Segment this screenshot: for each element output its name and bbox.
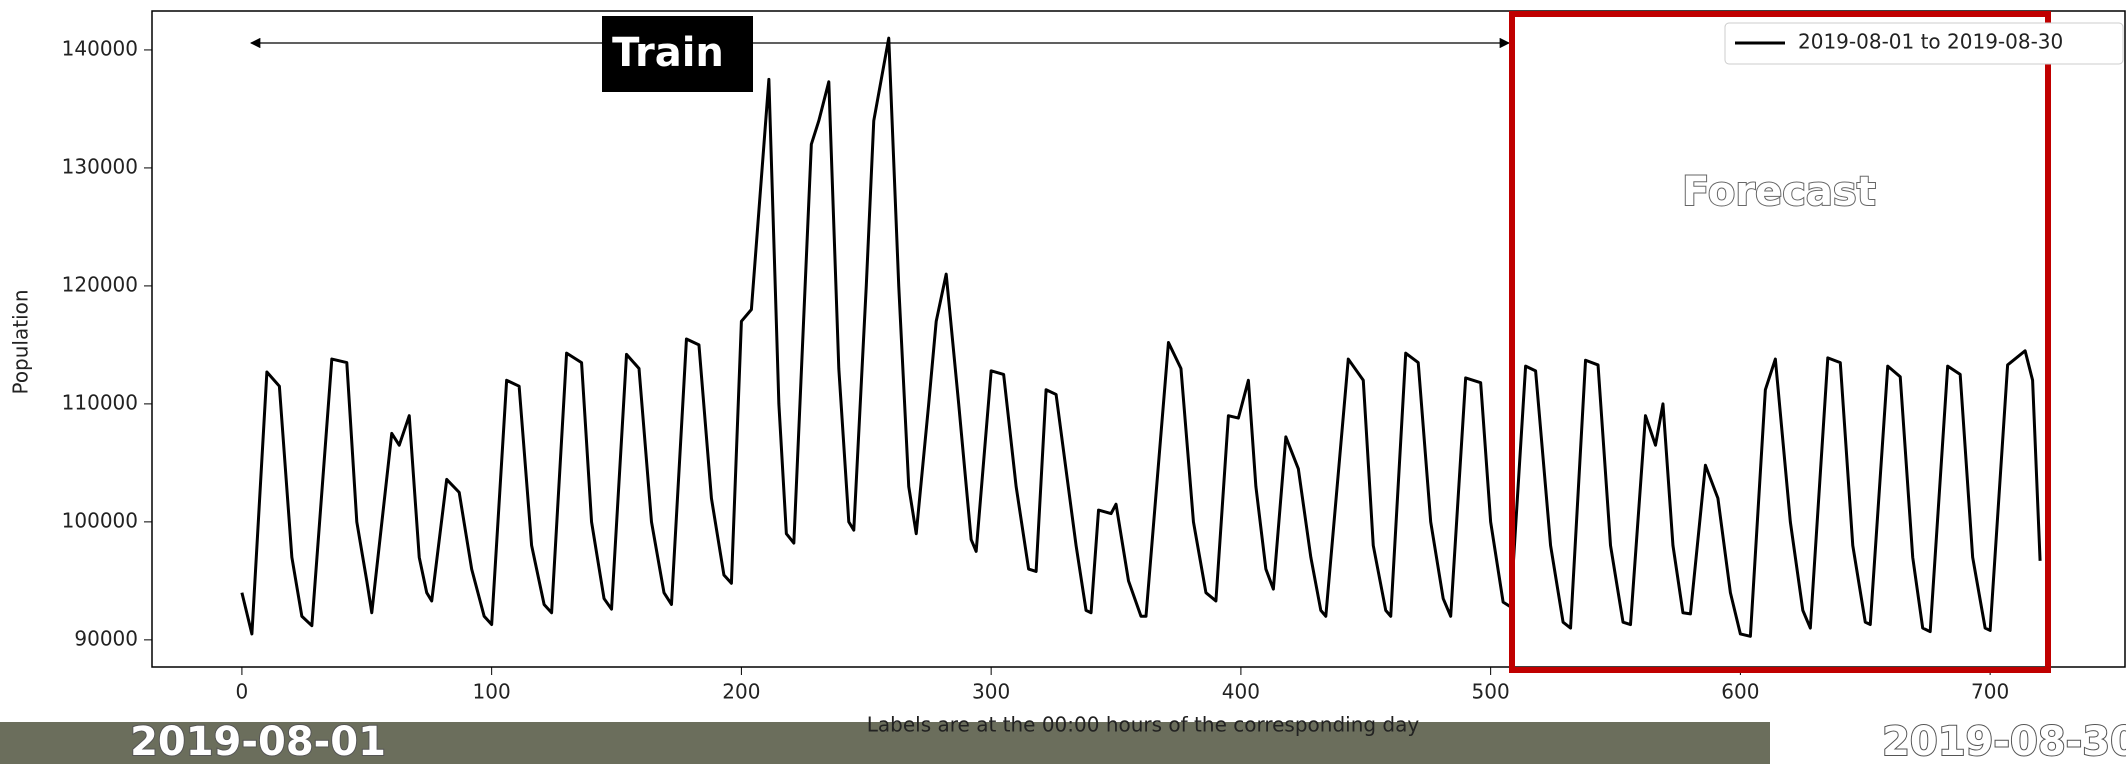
x-tick-label: 300 (972, 680, 1010, 704)
y-tick-label: 100000 (62, 508, 138, 532)
y-tick-label: 120000 (62, 272, 138, 296)
x-tick-label: 700 (1971, 680, 2009, 704)
y-tick-label: 130000 (62, 154, 138, 178)
x-tick-label: 200 (722, 680, 760, 704)
x-tick-label: 600 (1721, 680, 1759, 704)
photo-strip (0, 722, 1770, 764)
train-label: Train (612, 30, 724, 76)
start-date: 2019-08-01 (130, 719, 386, 764)
x-tick-label: 500 (1472, 680, 1510, 704)
y-tick-label: 110000 (62, 390, 138, 414)
end-date: 2019-08-30 (1882, 719, 2126, 764)
x-tick-label: 0 (236, 680, 249, 704)
forecast-box (1509, 11, 2051, 673)
y-tick-label: 90000 (74, 626, 138, 650)
y-tick-label: 140000 (62, 36, 138, 60)
plot-area (151, 10, 2126, 668)
train-box (602, 16, 753, 92)
legend-label: 2019-08-01 to 2019-08-30 (1798, 30, 2063, 54)
x-tick-label: 100 (473, 680, 511, 704)
x-tick-label: 400 (1222, 680, 1260, 704)
forecast-label: Forecast (1682, 169, 1876, 215)
y-axis-label: Population (9, 289, 33, 394)
data-line (240, 36, 2042, 638)
x-axis-label: Labels are at the 00:00 hours of the cor… (867, 713, 1420, 737)
legend (1724, 22, 2124, 65)
